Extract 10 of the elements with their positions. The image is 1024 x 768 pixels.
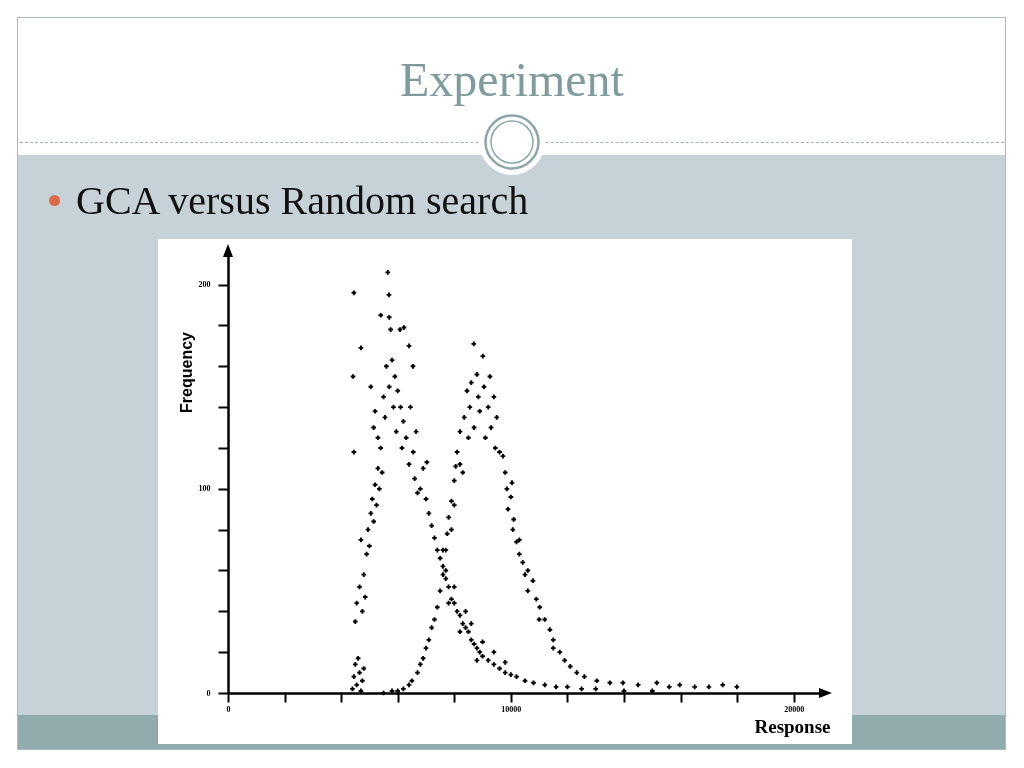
y-tick-label: 100 (198, 484, 211, 494)
x-axis-title: Response (754, 715, 831, 737)
y-tick-label: 0 (206, 688, 211, 698)
chart-title: Experiment (399, 53, 625, 106)
chart-subtitle: GCA versus Random search (76, 178, 529, 223)
x-tick-label: 20000 (784, 704, 805, 714)
y-tick-label: 200 (198, 280, 211, 290)
x-tick-label: 10000 (501, 704, 522, 714)
x-tick-label: 0 (226, 704, 231, 714)
y-axis-title: Frequency (177, 331, 195, 413)
